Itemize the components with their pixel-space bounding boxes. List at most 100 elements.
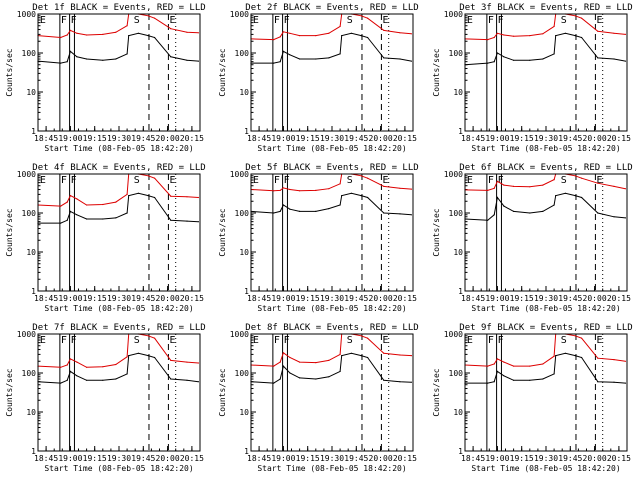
panel-det-6: Det 6f BLACK = Events, RED = LLD 1 10 100 10… xyxy=(432,163,633,313)
data-point-lld xyxy=(315,35,317,37)
data-point-events xyxy=(137,32,139,34)
data-point-lld xyxy=(147,175,149,177)
data-point-lld xyxy=(581,177,583,179)
data-point-lld xyxy=(613,185,615,187)
y-tick-label: 100 xyxy=(449,49,464,58)
x-tick-label: 19:45 xyxy=(344,134,368,143)
panel-title: Det 6f BLACK = Events, RED = LLD xyxy=(459,163,632,173)
event-label: E xyxy=(467,175,473,186)
data-point-events xyxy=(170,56,172,58)
x-tick-label: 20:00 xyxy=(583,454,607,463)
y-tick-label: 1000 xyxy=(230,170,249,179)
event-label: E xyxy=(253,15,259,26)
x-tick-label: 19:45 xyxy=(558,454,582,463)
data-point-events xyxy=(399,213,401,215)
data-point-events xyxy=(339,53,341,55)
data-point-lld xyxy=(399,32,401,34)
data-point-lld xyxy=(360,335,362,337)
data-point-events xyxy=(60,222,62,224)
y-tick-label: 1000 xyxy=(230,330,249,339)
series-lld xyxy=(464,13,626,41)
y-tick-label: 10 xyxy=(453,408,463,417)
data-point-events xyxy=(487,219,489,221)
data-point-events xyxy=(542,378,544,380)
data-point-lld xyxy=(553,179,555,181)
event-label: F xyxy=(284,175,290,186)
event-label: S xyxy=(347,175,353,186)
y-tick-label: 100 xyxy=(22,49,37,58)
data-point-lld xyxy=(279,361,281,363)
x-axis-label: Start Time (08-Feb-05 18:42:20) xyxy=(257,304,406,313)
data-point-lld xyxy=(197,362,199,364)
data-point-lld xyxy=(360,15,362,17)
y-tick-label: 100 xyxy=(449,209,464,218)
x-tick-label: 19:45 xyxy=(344,294,368,303)
y-tick-label: 1 xyxy=(458,447,463,456)
data-point-lld xyxy=(273,190,275,192)
data-point-lld xyxy=(315,362,317,364)
x-tick-label: 19:45 xyxy=(558,294,582,303)
x-tick-label: 19:15 xyxy=(83,294,107,303)
y-tick-label: 10 xyxy=(239,88,249,97)
y-tick-label: 1 xyxy=(244,447,249,456)
data-point-events xyxy=(360,355,362,357)
data-point-events xyxy=(383,57,385,59)
y-tick-label: 100 xyxy=(22,209,37,218)
plot-frame xyxy=(464,13,628,132)
data-point-lld xyxy=(273,365,275,367)
data-point-events xyxy=(542,210,544,212)
data-point-lld xyxy=(553,355,555,357)
data-point-lld xyxy=(581,337,583,339)
y-axis-label: Counts/sec xyxy=(432,48,441,96)
data-point-lld xyxy=(581,17,583,19)
data-point-events xyxy=(69,50,71,53)
data-point-events xyxy=(115,58,117,60)
data-point-events xyxy=(299,58,301,60)
series-lld xyxy=(464,173,626,191)
data-point-events xyxy=(328,208,330,210)
plot-frame xyxy=(250,13,414,132)
data-point-lld xyxy=(513,185,515,187)
data-point-lld xyxy=(289,188,291,191)
series-lld xyxy=(250,333,412,367)
data-point-events xyxy=(282,365,284,367)
x-tick-label: 19:00 xyxy=(58,454,82,463)
data-point-events xyxy=(197,221,199,223)
y-tick-label: 10 xyxy=(239,248,249,257)
series-events xyxy=(37,32,199,64)
x-tick-label: 19:30 xyxy=(107,294,131,303)
y-tick-label: 1000 xyxy=(17,170,36,179)
data-point-lld xyxy=(624,33,627,36)
data-point-lld xyxy=(597,182,599,184)
data-point-lld xyxy=(487,365,489,367)
y-tick-label: 1 xyxy=(244,287,249,296)
x-tick-label: 18:45 xyxy=(34,134,58,143)
y-axis-label: Counts/sec xyxy=(218,208,227,256)
data-point-lld xyxy=(399,187,401,189)
data-point-lld xyxy=(315,189,317,191)
y-axis-label: Counts/sec xyxy=(5,48,14,96)
x-axis-label: Start Time (08-Feb-05 18:42:20) xyxy=(44,144,193,153)
y-tick-label: 100 xyxy=(235,209,250,218)
data-point-lld xyxy=(76,198,78,200)
data-point-lld xyxy=(493,36,495,39)
panel-det-8: Det 8f BLACK = Events, RED = LLD 1 10 100 10… xyxy=(218,323,419,473)
data-point-lld xyxy=(86,366,88,368)
panel-det-1: Det 1f BLACK = Events, RED = LLD 1 10 100 10… xyxy=(5,3,206,153)
data-point-events xyxy=(315,58,317,60)
series-events xyxy=(38,192,199,224)
event-label: E xyxy=(596,175,602,186)
data-point-events xyxy=(555,35,557,37)
x-tick-label: 20:15 xyxy=(180,294,204,303)
y-tick-label: 1 xyxy=(31,287,36,296)
data-point-events xyxy=(624,60,627,62)
data-point-lld xyxy=(328,188,330,190)
series-events xyxy=(250,352,412,384)
panel-title: Det 3f BLACK = Events, RED = LLD xyxy=(459,3,632,13)
data-point-events xyxy=(186,59,188,61)
series-lld xyxy=(464,333,626,367)
x-tick-label: 19:45 xyxy=(344,454,368,463)
event-label: S xyxy=(561,175,567,186)
data-point-events xyxy=(315,378,317,380)
x-axis-label: Start Time (08-Feb-05 18:42:20) xyxy=(44,464,193,473)
